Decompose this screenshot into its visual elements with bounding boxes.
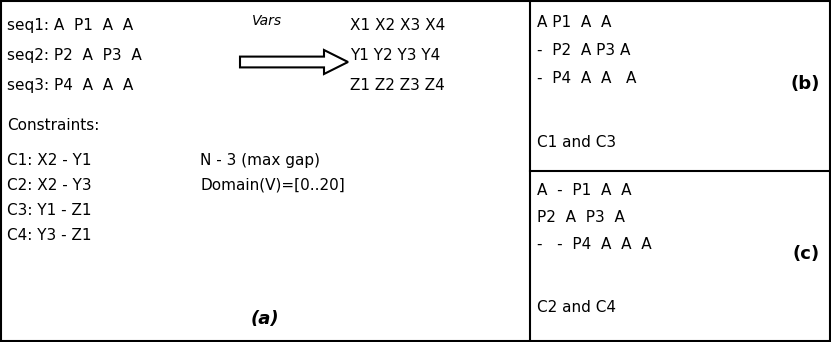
- Text: N - 3 (max gap): N - 3 (max gap): [200, 153, 320, 168]
- Text: Y1 Y2 Y3 Y4: Y1 Y2 Y3 Y4: [350, 48, 440, 63]
- Text: (c): (c): [793, 245, 820, 263]
- Polygon shape: [240, 50, 348, 74]
- Text: C2 and C4: C2 and C4: [537, 300, 616, 315]
- Text: C2: X2 - Y3: C2: X2 - Y3: [7, 178, 91, 193]
- Text: (a): (a): [251, 310, 279, 328]
- Text: C4: Y3 - Z1: C4: Y3 - Z1: [7, 228, 91, 243]
- Text: seq3: P4  A  A  A: seq3: P4 A A A: [7, 78, 133, 93]
- Text: -   -  P4  A  A  A: - - P4 A A A: [537, 237, 652, 252]
- Text: Z1 Z2 Z3 Z4: Z1 Z2 Z3 Z4: [350, 78, 445, 93]
- Text: seq2: P2  A  P3  A: seq2: P2 A P3 A: [7, 48, 142, 63]
- Text: C3: Y1 - Z1: C3: Y1 - Z1: [7, 203, 91, 218]
- Text: Vars: Vars: [252, 14, 283, 28]
- Text: -  P4  A  A   A: - P4 A A A: [537, 71, 637, 86]
- Text: A  -  P1  A  A: A - P1 A A: [537, 183, 632, 198]
- Text: P2  A  P3  A: P2 A P3 A: [537, 210, 625, 225]
- Text: X1 X2 X3 X4: X1 X2 X3 X4: [350, 18, 445, 33]
- Text: A P1  A  A: A P1 A A: [537, 15, 612, 30]
- Text: C1: X2 - Y1: C1: X2 - Y1: [7, 153, 91, 168]
- Text: (b): (b): [790, 75, 820, 93]
- Text: Domain(V)=[0..20]: Domain(V)=[0..20]: [200, 178, 345, 193]
- Text: C1 and C3: C1 and C3: [537, 135, 616, 150]
- Text: -  P2  A P3 A: - P2 A P3 A: [537, 43, 631, 58]
- Text: seq1: A  P1  A  A: seq1: A P1 A A: [7, 18, 133, 33]
- Text: Constraints:: Constraints:: [7, 118, 100, 133]
